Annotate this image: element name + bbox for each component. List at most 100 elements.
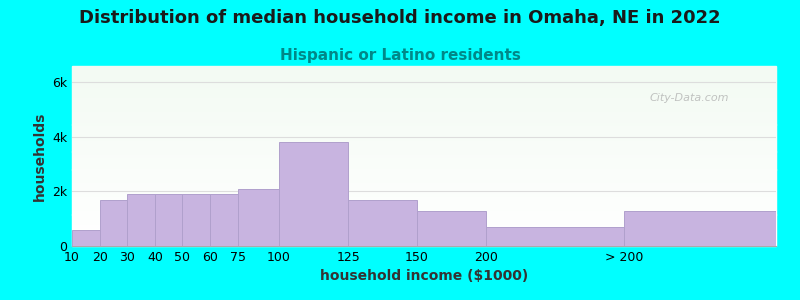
Bar [72,217,776,218]
Bar [72,186,776,187]
Bar [72,243,776,244]
Bar [72,117,776,118]
Bar [72,218,776,219]
Bar [72,96,776,97]
Bar [72,111,776,112]
Bar [72,241,776,242]
Bar [72,159,776,160]
Bar [72,205,776,206]
Bar [72,212,776,213]
Bar [72,208,776,209]
Bar [72,86,776,87]
Bar [72,194,776,195]
Bar [72,89,776,90]
Bar [72,198,776,199]
Bar [72,119,776,120]
Bar [72,87,776,88]
Bar [624,211,776,246]
Bar [72,193,776,194]
Bar [72,131,776,132]
Bar [72,195,776,196]
Bar [72,242,776,243]
Bar [72,221,776,222]
Bar [72,72,776,73]
Bar [72,160,776,161]
Bar [72,110,776,111]
Bar [72,66,776,67]
Bar [72,181,776,182]
Bar [72,100,776,101]
Bar [72,81,776,82]
Bar [72,70,776,71]
Bar [72,175,776,176]
Bar [72,165,776,166]
Bar [72,197,776,198]
Bar [72,158,776,159]
Bar [72,230,100,246]
Bar [72,120,776,121]
Bar [72,231,776,232]
Bar [72,84,776,85]
Bar [279,142,348,246]
Bar [72,73,776,74]
Bar [72,93,776,94]
Bar [72,118,776,119]
Bar [72,76,776,77]
Bar [210,194,238,246]
Bar [72,200,776,201]
Bar [72,216,776,217]
Bar [72,173,776,174]
Bar [72,220,776,221]
Bar [72,177,776,178]
Bar [72,105,776,106]
Bar [72,232,776,233]
Bar [72,213,776,214]
Bar [72,206,776,207]
Bar [72,192,776,193]
Bar [72,75,776,76]
Bar [72,88,776,89]
Bar [72,115,776,116]
Bar [72,245,776,246]
Bar [417,211,486,246]
Bar [72,138,776,139]
Bar [72,180,776,181]
Bar [72,98,776,99]
Bar [72,80,776,81]
Bar [72,92,776,93]
Bar [72,130,776,131]
Bar [72,162,776,163]
Bar [72,122,776,123]
Bar [72,168,776,169]
Bar [72,128,776,129]
Bar [72,228,776,229]
Bar [72,157,776,158]
Bar [72,106,776,107]
Bar [72,187,776,188]
Bar [72,143,776,144]
Bar [155,194,182,246]
Bar [72,67,776,68]
Bar [72,174,776,175]
Bar [72,121,776,122]
Bar [72,142,776,143]
Bar [72,149,776,150]
Y-axis label: households: households [33,111,46,201]
Bar [72,103,776,104]
Bar [486,227,624,246]
Bar [72,167,776,168]
Bar [72,190,776,191]
Bar [72,239,776,240]
Bar [72,235,776,236]
Bar [72,182,776,183]
Bar [72,85,776,86]
Bar [72,204,776,205]
Bar [72,147,776,148]
Bar [72,176,776,177]
Bar [72,129,776,130]
Bar [72,145,776,146]
Bar [72,82,776,83]
Bar [72,74,776,75]
Bar [72,155,776,156]
Bar [72,83,776,84]
